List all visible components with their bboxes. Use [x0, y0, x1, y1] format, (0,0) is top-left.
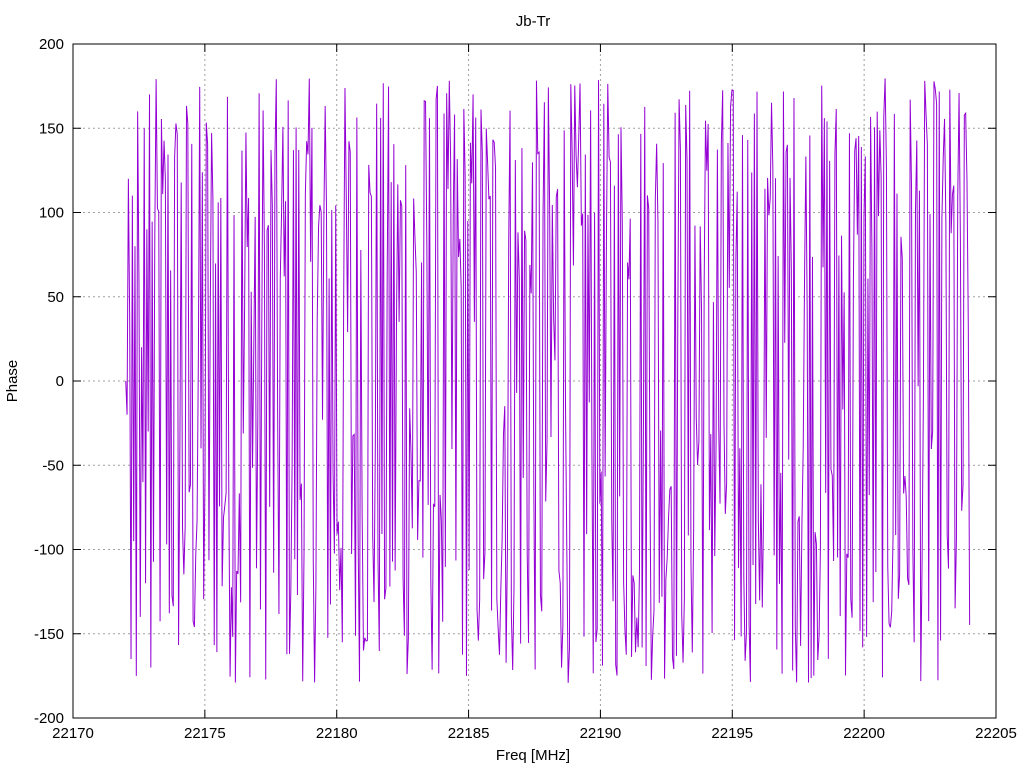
y-tick-label: 150 — [39, 120, 64, 137]
y-tick-label: 100 — [39, 205, 64, 222]
x-axis-label: Freq [MHz] — [496, 747, 570, 764]
x-tick-label: 22180 — [316, 725, 358, 742]
y-tick-label: 0 — [56, 373, 64, 390]
series-layer — [125, 78, 971, 683]
x-tick-label: 22170 — [52, 725, 94, 742]
ticks — [72, 43, 997, 719]
chart-title: Jb-Tr — [516, 13, 550, 30]
y-tick-label: -200 — [34, 710, 64, 727]
x-tick-label: 22190 — [580, 725, 622, 742]
y-tick-label: 50 — [47, 289, 64, 306]
y-tick-labels: -200 -150 -100 -50 0 50 100 150 200 — [34, 36, 64, 727]
x-tick-label: 22195 — [711, 725, 753, 742]
y-tick-label: -50 — [42, 457, 64, 474]
x-tick-label: 22185 — [448, 725, 490, 742]
y-axis-label: Phase — [4, 360, 21, 403]
x-tick-label: 22175 — [184, 725, 226, 742]
y-tick-label: 200 — [39, 36, 64, 53]
y-tick-label: -150 — [34, 626, 64, 643]
x-tick-label: 22200 — [843, 725, 885, 742]
phase-series-line — [125, 78, 971, 683]
x-tick-labels: 22170 22175 22180 22185 22190 22195 22200 22205 — [52, 725, 1017, 742]
y-tick-label: -100 — [34, 542, 64, 559]
x-tick-label: 22205 — [975, 725, 1017, 742]
